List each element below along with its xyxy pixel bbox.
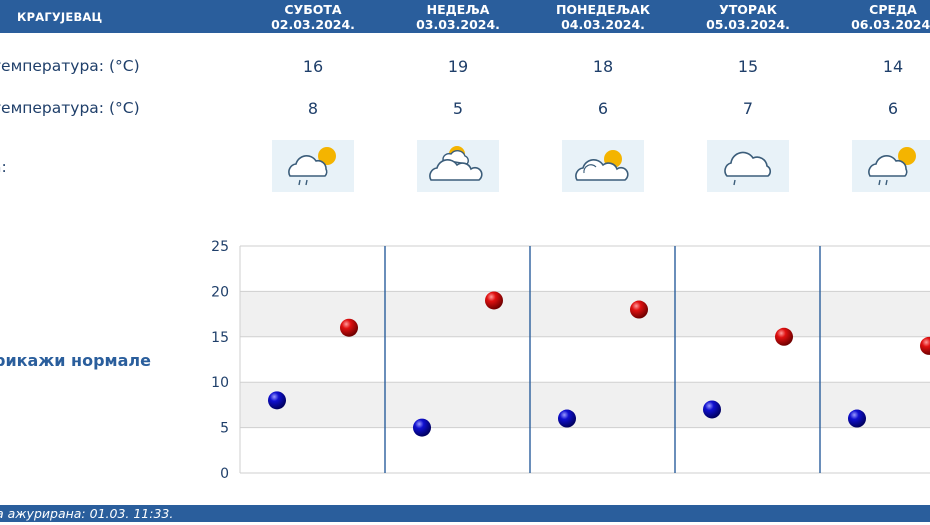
day-date: 06.03.2024.: [851, 17, 930, 32]
chart-band: [240, 382, 930, 428]
min-temp-marker: [413, 418, 431, 437]
max-temp-marker: [775, 327, 793, 346]
max-temp-marker: [485, 291, 503, 310]
weather-label: а:: [0, 158, 7, 176]
show-normals-link[interactable]: рикажи нормале: [0, 351, 151, 370]
day-date: 02.03.2024.: [271, 17, 355, 32]
day-name: СРЕДА: [869, 2, 917, 17]
min-temp-value: 6: [597, 99, 609, 118]
temperature-chart: 0 5 10 15 20 25: [211, 239, 930, 482]
day-date: 05.03.2024.: [706, 17, 790, 32]
day-header-1: СУБОТА 02.03.2024.: [238, 2, 388, 32]
footer-bar: а ажурирана: 01.03. 11:33.: [0, 505, 930, 522]
min-temp-value: 8: [307, 99, 319, 118]
day-date: 04.03.2024.: [561, 17, 645, 32]
day-header-3: ПОНЕДЕЉАК 04.03.2024.: [528, 2, 678, 32]
day-name: НЕДЕЉА: [426, 2, 490, 17]
y-tick-label: 10: [211, 375, 229, 391]
forecast-header: КРАГУЈЕВАЦ СУБОТА 02.03.2024. НЕДЕЉА 03.…: [0, 0, 930, 33]
cloud-drizzle-icon: [707, 140, 789, 192]
max-temp-value: 14: [882, 57, 904, 76]
partly-cloudy-drizzle-icon: [272, 140, 354, 192]
min-temp-value: 5: [452, 99, 464, 118]
last-updated-text: а ажурирана: 01.03. 11:33.: [0, 506, 174, 521]
max-temp-value: 18: [592, 57, 614, 76]
day-name: ПОНЕДЕЉАК: [555, 2, 651, 17]
max-temp-marker: [340, 318, 358, 337]
day-date: 03.03.2024.: [416, 17, 500, 32]
day-header-5: СРЕДА 06.03.2024.: [818, 2, 930, 32]
y-tick-label: 15: [211, 330, 229, 346]
y-tick-label: 5: [220, 421, 229, 437]
partly-cloudy-drizzle-icon: [852, 140, 930, 192]
min-temp-marker: [268, 391, 286, 410]
min-temp-marker: [703, 400, 721, 419]
city-name: КРАГУЈЕВАЦ: [17, 10, 103, 24]
partly-sunny-icon: [562, 140, 644, 192]
day-name: СУБОТА: [284, 2, 342, 17]
min-temp-marker: [558, 409, 576, 428]
partly-sunny-icon: [417, 140, 499, 192]
max-temp-label: температура: (°C): [0, 57, 140, 75]
day-header-2: НЕДЕЉА 03.03.2024.: [383, 2, 533, 32]
max-temp-marker: [920, 336, 930, 355]
max-temp-value: 19: [447, 57, 469, 76]
y-tick-label: 25: [211, 239, 229, 255]
min-temp-marker: [848, 409, 866, 428]
max-temp-marker: [630, 300, 648, 319]
y-tick-label: 0: [220, 466, 229, 482]
day-header-4: УТОРАК 05.03.2024.: [673, 2, 823, 32]
min-temp-value: 6: [887, 99, 899, 118]
max-temp-value: 16: [302, 57, 324, 76]
min-temp-value: 7: [742, 99, 754, 118]
day-name: УТОРАК: [719, 2, 777, 17]
y-tick-label: 20: [211, 284, 229, 300]
max-temp-value: 15: [737, 57, 759, 76]
min-temp-label: температура: (°C): [0, 99, 140, 117]
